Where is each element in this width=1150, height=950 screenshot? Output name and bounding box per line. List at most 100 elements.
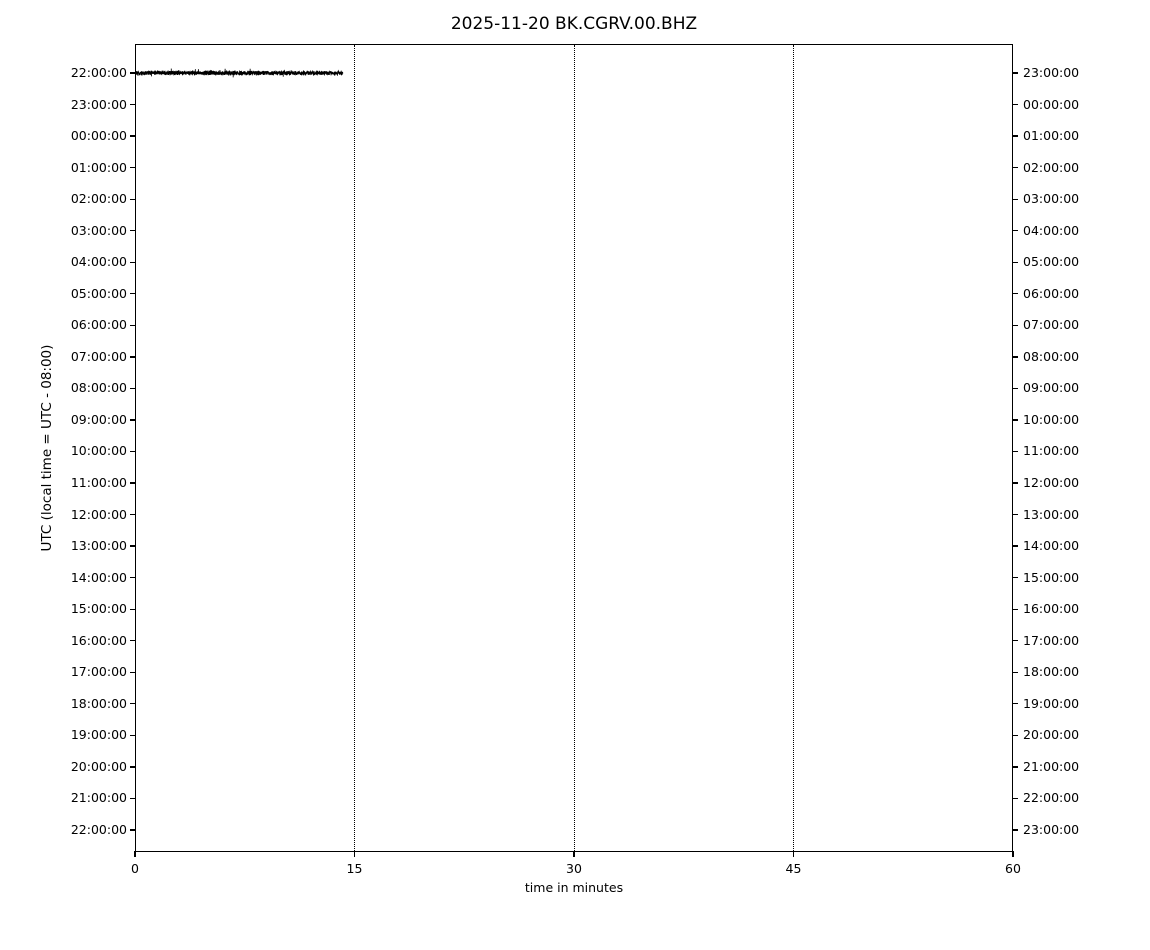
y-axis-tick-label-left: 05:00:00: [70, 285, 127, 301]
page-title: 2025-11-20 BK.CGRV.00.BHZ: [450, 14, 698, 34]
vertical-gridline: [793, 45, 794, 851]
y-axis-tick-label-left: 14:00:00: [70, 569, 127, 585]
y-axis-tick-label-left: 07:00:00: [70, 348, 127, 364]
y-axis-tick-mark-right: [1012, 135, 1018, 137]
y-axis-tick-mark-left: [130, 829, 136, 831]
y-axis-tick-mark-right: [1012, 166, 1018, 169]
vertical-gridline: [354, 45, 355, 851]
y-axis-tick-mark-left: [130, 766, 136, 768]
y-axis-tick-label-left: 15:00:00: [70, 601, 127, 617]
y-axis-tick-mark-right: [1012, 450, 1018, 453]
y-axis-tick-mark-left: [130, 671, 136, 673]
y-axis-tick-label-right: 22:00:00: [1023, 790, 1080, 806]
y-axis-tick-label-left: 22:00:00: [70, 821, 127, 837]
y-axis-tick-label-right: 07:00:00: [1023, 317, 1080, 333]
y-axis-tick-mark-right: [1012, 419, 1018, 421]
y-axis-tick-label-right: 04:00:00: [1023, 222, 1080, 238]
y-axis-tick-mark-right: [1012, 103, 1018, 106]
y-axis-tick-label-right: 14:00:00: [1023, 538, 1080, 554]
y-axis-tick-label-right: 15:00:00: [1023, 569, 1080, 585]
y-axis-tick-label-right: 00:00:00: [1023, 96, 1080, 112]
y-axis-tick-mark-right: [1012, 671, 1018, 673]
y-axis-tick-label-right: 08:00:00: [1023, 348, 1080, 364]
y-axis-tick-mark-left: [130, 545, 136, 547]
y-axis-tick-label-right: 23:00:00: [1023, 65, 1080, 80]
y-axis-tick-label-right: 09:00:00: [1023, 380, 1080, 396]
y-axis-tick-mark-right: [1012, 703, 1018, 705]
y-axis-tick-mark-left: [130, 103, 136, 106]
y-axis-tick-mark-left: [130, 230, 136, 232]
y-axis-tick-mark-left: [130, 135, 136, 137]
y-axis-tick-mark-right: [1012, 766, 1018, 768]
y-axis-tick-mark-left: [130, 419, 136, 421]
y-axis-tick-mark-right: [1012, 513, 1018, 516]
y-axis-tick-mark-left: [130, 324, 136, 326]
y-axis-tick-mark-right: [1012, 198, 1018, 200]
y-axis-tick-mark-left: [130, 482, 136, 484]
y-axis-tick-label-left: 12:00:00: [70, 506, 127, 522]
plot-area: [135, 44, 1013, 852]
y-axis-tick-label-right: 10:00:00: [1023, 411, 1080, 427]
y-axis-tick-label-left: 16:00:00: [70, 632, 127, 648]
y-axis-tick-mark-left: [130, 198, 136, 200]
y-axis-tick-mark-left: [130, 734, 136, 736]
y-axis-tick-mark-right: [1012, 829, 1018, 831]
y-axis-tick-mark-right: [1012, 230, 1018, 232]
y-axis-tick-mark-left: [130, 513, 136, 516]
y-axis-tick-label-left: 10:00:00: [70, 443, 127, 459]
y-axis-tick-label-left: 21:00:00: [70, 790, 127, 806]
y-axis-tick-label-left: 17:00:00: [70, 664, 127, 680]
y-axis-tick-label-left: 01:00:00: [70, 159, 127, 175]
y-axis-tick-label-left: 11:00:00: [70, 475, 127, 491]
y-axis-tick-label-right: 11:00:00: [1023, 443, 1080, 459]
y-axis-tick-label-left: 22:00:00: [70, 65, 127, 80]
y-axis-tick-label-right: 21:00:00: [1023, 758, 1080, 774]
y-axis-tick-mark-right: [1012, 734, 1018, 736]
y-axis-tick-label-left: 04:00:00: [70, 254, 127, 270]
y-axis-tick-label-right: 01:00:00: [1023, 128, 1080, 144]
x-axis-tick-mark: [792, 851, 795, 857]
y-axis-tick-label-left: 06:00:00: [70, 317, 127, 333]
y-axis-tick-label-left: 18:00:00: [70, 695, 127, 711]
trace-line: [135, 68, 344, 78]
y-axis-tick-mark-left: [130, 293, 136, 295]
y-axis-tick-mark-right: [1012, 356, 1018, 358]
x-axis-tick-label: 45: [785, 861, 802, 876]
y-axis-tick-label-left: 02:00:00: [70, 191, 127, 207]
y-axis-tick-mark-right: [1012, 640, 1018, 642]
y-axis-tick-label-right: 19:00:00: [1023, 695, 1080, 711]
y-axis-tick-mark-right: [1012, 576, 1018, 579]
y-axis-tick-mark-right: [1012, 72, 1018, 74]
y-axis-tick-label-left: 08:00:00: [70, 380, 127, 396]
y-axis-tick-mark-right: [1012, 608, 1018, 610]
y-axis-tick-mark-right: [1012, 545, 1018, 547]
y-axis-tick-label-right: 05:00:00: [1023, 254, 1080, 270]
y-axis-tick-mark-left: [130, 576, 136, 579]
y-axis-tick-mark-left: [130, 166, 136, 169]
y-axis-tick-label-right: 13:00:00: [1023, 506, 1080, 522]
y-axis-tick-mark-left: [130, 797, 136, 800]
y-axis-tick-mark-left: [130, 450, 136, 453]
y-axis-tick-mark-right: [1012, 387, 1018, 390]
y-axis-tick-mark-left: [130, 261, 136, 263]
y-axis-tick-label-left: 13:00:00: [70, 538, 127, 554]
y-axis-tick-label-right: 16:00:00: [1023, 601, 1080, 617]
x-axis-label: time in minutes: [524, 880, 624, 895]
y-axis-tick-mark-left: [130, 356, 136, 358]
y-axis-tick-mark-right: [1012, 261, 1018, 263]
x-axis-tick-mark: [353, 851, 356, 857]
y-axis-tick-label-right: 20:00:00: [1023, 727, 1080, 743]
y-axis-tick-mark-right: [1012, 797, 1018, 800]
y-axis-tick-mark-left: [130, 703, 136, 705]
y-axis-tick-mark-right: [1012, 324, 1018, 326]
y-axis-tick-label-left: 09:00:00: [70, 411, 127, 427]
y-axis-tick-mark-left: [130, 387, 136, 390]
y-axis-tick-label-right: 18:00:00: [1023, 664, 1080, 680]
y-axis-tick-label-left: 23:00:00: [70, 96, 127, 112]
x-axis-tick-mark: [134, 851, 136, 857]
vertical-gridline: [573, 45, 575, 851]
x-axis-tick-label: 0: [131, 861, 139, 876]
x-axis-tick-label: 30: [566, 861, 582, 876]
y-axis-tick-mark-right: [1012, 293, 1018, 295]
